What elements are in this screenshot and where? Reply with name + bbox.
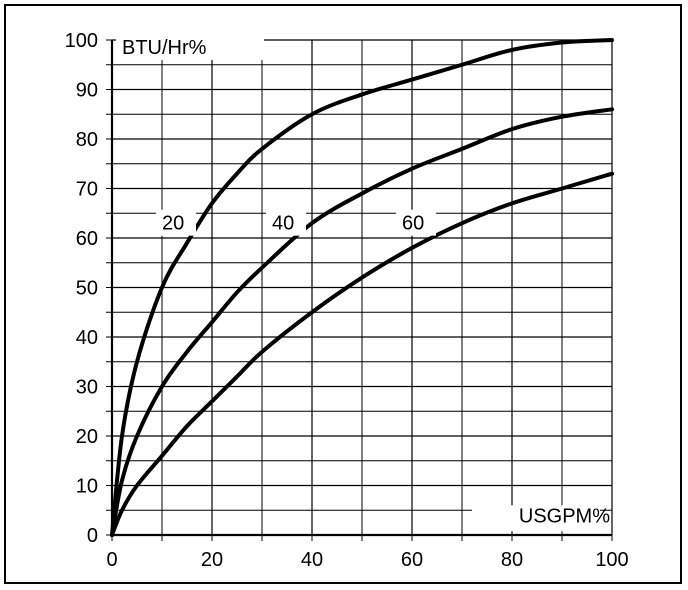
x-axis-title-bg: [472, 505, 600, 532]
y-tick-label: 30: [76, 377, 98, 399]
x-tick-label: 40: [301, 549, 323, 571]
x-axis-title: USGPM%: [519, 506, 610, 528]
curve-label-40: 40: [272, 213, 294, 235]
x-tick-label: 0: [106, 549, 117, 571]
series-line-20: [110, 38, 614, 537]
y-tick-label: 70: [76, 179, 98, 201]
y-axis-title-bg: [116, 36, 264, 60]
y-tick-label: 10: [76, 476, 98, 498]
y-tick-label: 50: [76, 278, 98, 300]
y-tick-label: 0: [87, 525, 98, 547]
curve-label-bg: [156, 209, 196, 236]
labels: 0 10 20 30 40 50 60 70 80 90 100 0 20 40 60 80 100 BTU/Hr…: [65, 30, 629, 571]
y-axis-title: BTU/Hr%: [122, 37, 207, 59]
x-tick-label: 100: [595, 549, 628, 571]
x-tick-label: 60: [401, 549, 423, 571]
series-line-60: [110, 171, 614, 537]
series-line-40: [110, 107, 614, 537]
y-tick-label: 20: [76, 426, 98, 448]
x-tick-label: 80: [501, 549, 523, 571]
y-tick-label: 80: [76, 129, 98, 151]
y-tick-label: 60: [76, 228, 98, 250]
curve-label-20: 20: [162, 213, 184, 235]
y-tick-label: 40: [76, 327, 98, 349]
y-tick-label: 100: [65, 30, 98, 52]
y-tick-label: 90: [76, 80, 98, 102]
x-tick-label: 20: [201, 549, 223, 571]
curve-label-bg: [266, 209, 306, 236]
series-lines: [110, 38, 614, 537]
curve-label-60: 60: [402, 213, 424, 235]
grid-lines: [112, 39, 613, 535]
axes: [106, 39, 613, 541]
curve-label-bg: [396, 209, 436, 236]
